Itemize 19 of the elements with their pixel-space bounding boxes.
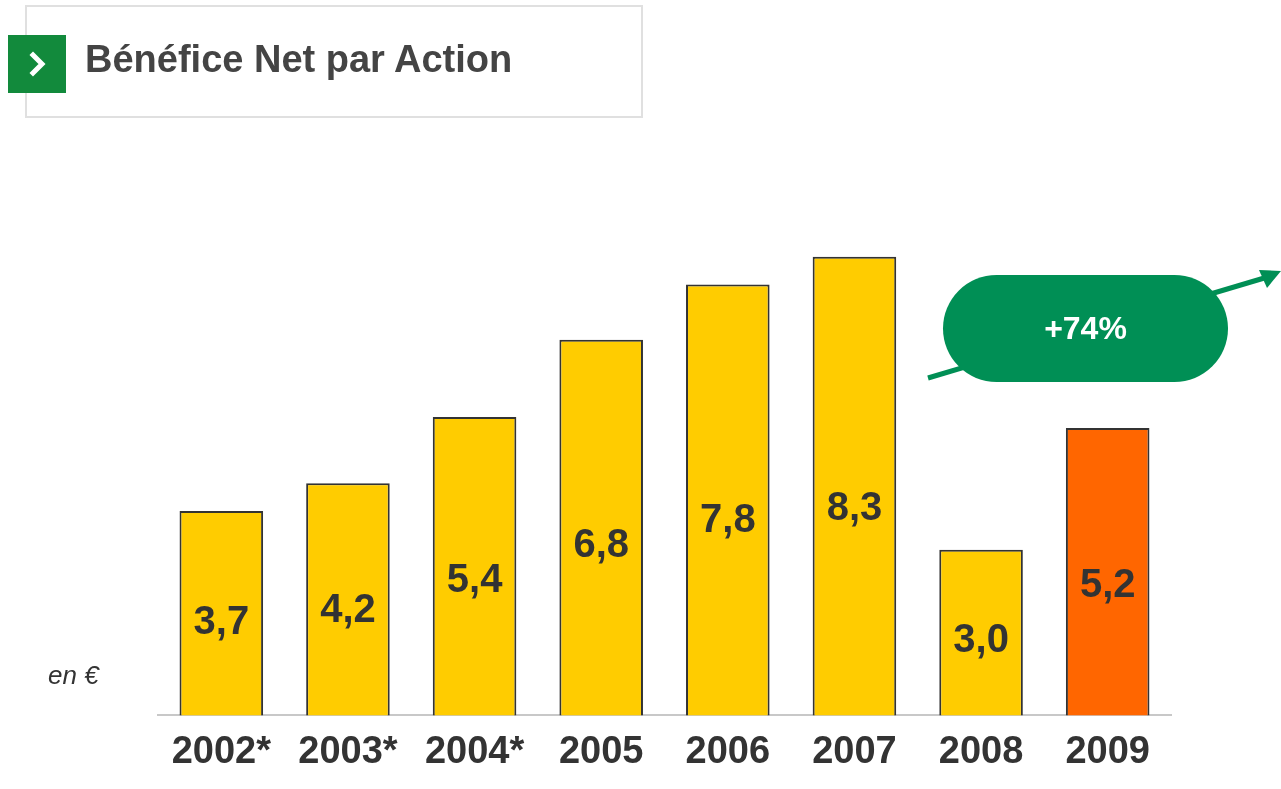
data-label: 4,2 xyxy=(320,586,376,631)
x-tick-label: 2007 xyxy=(812,728,897,771)
x-tick-label: 2008 xyxy=(938,728,1024,771)
data-label: 5,2 xyxy=(1079,561,1136,606)
x-tick-label: 2004* xyxy=(424,728,525,771)
annotation: +74% xyxy=(1043,310,1128,347)
data-label: 8,3 xyxy=(826,484,883,529)
chart-title: Bénéfice Net par Action xyxy=(85,38,513,81)
x-tick-label: 2002* xyxy=(171,728,272,771)
data-label: 3,0 xyxy=(953,615,1009,660)
text: en € xyxy=(48,660,99,691)
data-label: 5,4 xyxy=(446,556,504,601)
x-tick-label: 2003* xyxy=(298,728,398,771)
data-label: 3,7 xyxy=(193,598,250,643)
x-tick-label: 2005 xyxy=(558,728,644,771)
x-tick-label: 2006 xyxy=(685,728,771,771)
x-tick-label: 2009 xyxy=(1065,728,1150,771)
data-label: 7,8 xyxy=(700,496,756,541)
data-label: 6,8 xyxy=(573,521,629,566)
